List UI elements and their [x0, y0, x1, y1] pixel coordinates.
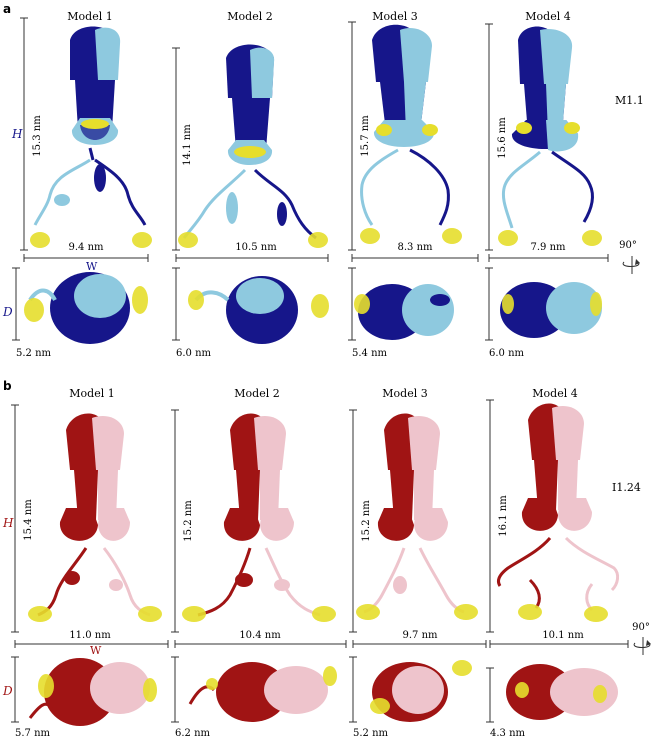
panel-b-model-2: Model 2 15.2 nm 10.4 [171, 387, 347, 739]
panel-a-depth-axis-label: D [2, 305, 13, 319]
panel-a-model-4-title: Model 4 [525, 10, 570, 23]
panel-a-model-1-top-view [24, 272, 148, 344]
panel-b-model-1-top-view [28, 658, 157, 726]
panel-a-model-2-width: 10.5 nm [235, 242, 277, 253]
panel-b-model-2-depth-bar [171, 656, 179, 723]
panel-b-model-4-top-view [506, 664, 618, 720]
panel-b-model-3-height-bar [349, 409, 357, 633]
panel-a-model-2-height-bar [172, 47, 180, 251]
panel-b-model-1-height: 15.4 nm [23, 499, 34, 541]
panel-b-model-4-width: 10.1 nm [542, 630, 584, 641]
panel-b-model-1-width-bar [14, 640, 169, 648]
panel-b-model-2-side-view [182, 413, 336, 622]
panel-b-model-1-depth-bar [11, 656, 19, 723]
panel-b-depth-axis-label: D [2, 684, 13, 698]
panel-b-model-1-depth: 5.7 nm [15, 728, 51, 739]
panel-b-model-2-depth: 6.2 nm [175, 728, 211, 739]
panel-a-model-3-width-bar [351, 254, 479, 262]
panel-a-model-1-depth-bar [12, 267, 20, 341]
panel-b-model-4-title: Model 4 [532, 387, 577, 400]
panel-a-model-3: Model 3 15.7 nm 8.3 nm [348, 10, 479, 359]
panel-a-model-2-title: Model 2 [227, 10, 272, 23]
panel-b-model-2-height-bar [171, 409, 179, 633]
panel-b-rotation-label: 90° [632, 622, 650, 633]
panel-a-model-1-title: Model 1 [67, 10, 112, 23]
panel-b-label: I1.24 [612, 481, 641, 494]
panel-b-model-4-depth-bar [486, 667, 494, 723]
panel-a-rotation-label: 90° [619, 240, 637, 251]
panel-a-model-2-side-view [178, 44, 328, 248]
panel-b-model-4-height-bar [486, 399, 494, 633]
panel-a-model-3-height-bar [348, 21, 356, 251]
panel-b: b I1.24 H W D Model 1 15.4 nm [2, 379, 651, 739]
panel-a-model-3-width: 8.3 nm [397, 242, 433, 253]
panel-a-model-4: Model 4 15.6 nm 7.9 [485, 10, 609, 359]
panel-b-model-3-width: 9.7 nm [402, 630, 438, 641]
panel-a-model-2-depth: 6.0 nm [176, 348, 212, 359]
panel-b-height-axis-label: H [2, 516, 14, 530]
panel-b-model-4: Model 4 16.1 nm 10.1 [486, 387, 629, 739]
panel-b-model-1-height-bar [11, 404, 19, 633]
panel-b-model-4-side-view [496, 403, 620, 622]
panel-b-model-3-title: Model 3 [382, 387, 427, 400]
panel-a-model-2-height: 14.1 nm [182, 124, 193, 166]
panel-a-model-3-top-view [354, 284, 454, 340]
panel-b-model-2-title: Model 2 [234, 387, 279, 400]
panel-a-model-3-depth: 5.4 nm [352, 348, 388, 359]
panel-b-model-4-width-bar [489, 640, 629, 648]
panel-a-model-1-width: 9.4 nm [68, 242, 104, 253]
panel-a-model-2-top-view [188, 276, 329, 344]
panel-a-model-1-height: 15.3 nm [32, 115, 43, 157]
panel-a-model-3-title: Model 3 [372, 10, 417, 23]
panel-b-model-1-width: 11.0 nm [69, 630, 111, 641]
panel-b-model-1: Model 1 15.4 nm 11.0 [11, 387, 169, 739]
panel-b-model-2-width: 10.4 nm [239, 630, 281, 641]
panel-a-model-4-depth: 6.0 nm [489, 348, 525, 359]
panel-a-model-2-width-bar [175, 254, 329, 262]
panel-b-model-1-title: Model 1 [69, 387, 114, 400]
panel-a: a M1.1 H W D Model 1 15.3 nm [2, 2, 644, 359]
panel-b-model-3-depth-bar [349, 656, 357, 723]
panel-b-model-1-side-view [28, 413, 162, 622]
panel-a-height-axis-label: H [11, 127, 23, 141]
panel-b-model-4-height: 16.1 nm [498, 495, 509, 537]
panel-b-model-3-side-view [356, 413, 478, 620]
panel-b-model-3-width-bar [352, 640, 487, 648]
panel-a-model-4-height-bar [485, 23, 493, 251]
panel-a-model-1-side-view [30, 26, 152, 248]
panel-a-model-2: Model 2 14.1 nm 10.5 nm [172, 10, 329, 359]
panel-a-model-3-height: 15.7 nm [360, 115, 371, 157]
panel-b-model-3-depth: 5.2 nm [353, 728, 389, 739]
panel-a-model-4-side-view [498, 26, 602, 246]
panel-a-label: M1.1 [615, 94, 644, 107]
panel-a-model-1-depth: 5.2 nm [16, 348, 52, 359]
panel-a-model-3-side-view [360, 24, 462, 244]
panel-a-model-1-width-bar [23, 254, 149, 262]
panel-b-model-2-height: 15.2 nm [183, 500, 194, 542]
panel-a-model-4-width-bar [488, 254, 609, 262]
panel-a-model-1: Model 1 15.3 nm [12, 10, 152, 359]
panel-a-model-2-depth-bar [172, 267, 180, 341]
panel-a-model-3-depth-bar [348, 267, 356, 341]
panel-a-letter: a [3, 2, 11, 16]
panel-b-letter: b [3, 379, 12, 393]
panel-b-model-4-depth: 4.3 nm [490, 728, 526, 739]
panel-a-model-4-top-view [500, 282, 602, 338]
panel-a-model-4-width: 7.9 nm [530, 242, 566, 253]
panel-b-width-axis-label: W [90, 644, 102, 657]
panel-b-model-2-top-view [188, 662, 337, 722]
panel-b-model-3: Model 3 15.2 nm 9.7 nm [349, 387, 487, 739]
panel-a-model-1-height-bar [20, 17, 28, 251]
panel-b-rotation-icon: 90° [632, 622, 651, 655]
panel-a-model-4-depth-bar [485, 267, 493, 341]
panel-b-model-3-height: 15.2 nm [361, 500, 372, 542]
panel-a-width-axis-label: W [86, 260, 98, 273]
panel-b-model-2-width-bar [174, 640, 347, 648]
panel-a-model-4-height: 15.6 nm [497, 117, 508, 159]
panel-a-rotation-icon: 90° [619, 240, 640, 274]
panel-b-model-3-top-view [370, 660, 472, 722]
